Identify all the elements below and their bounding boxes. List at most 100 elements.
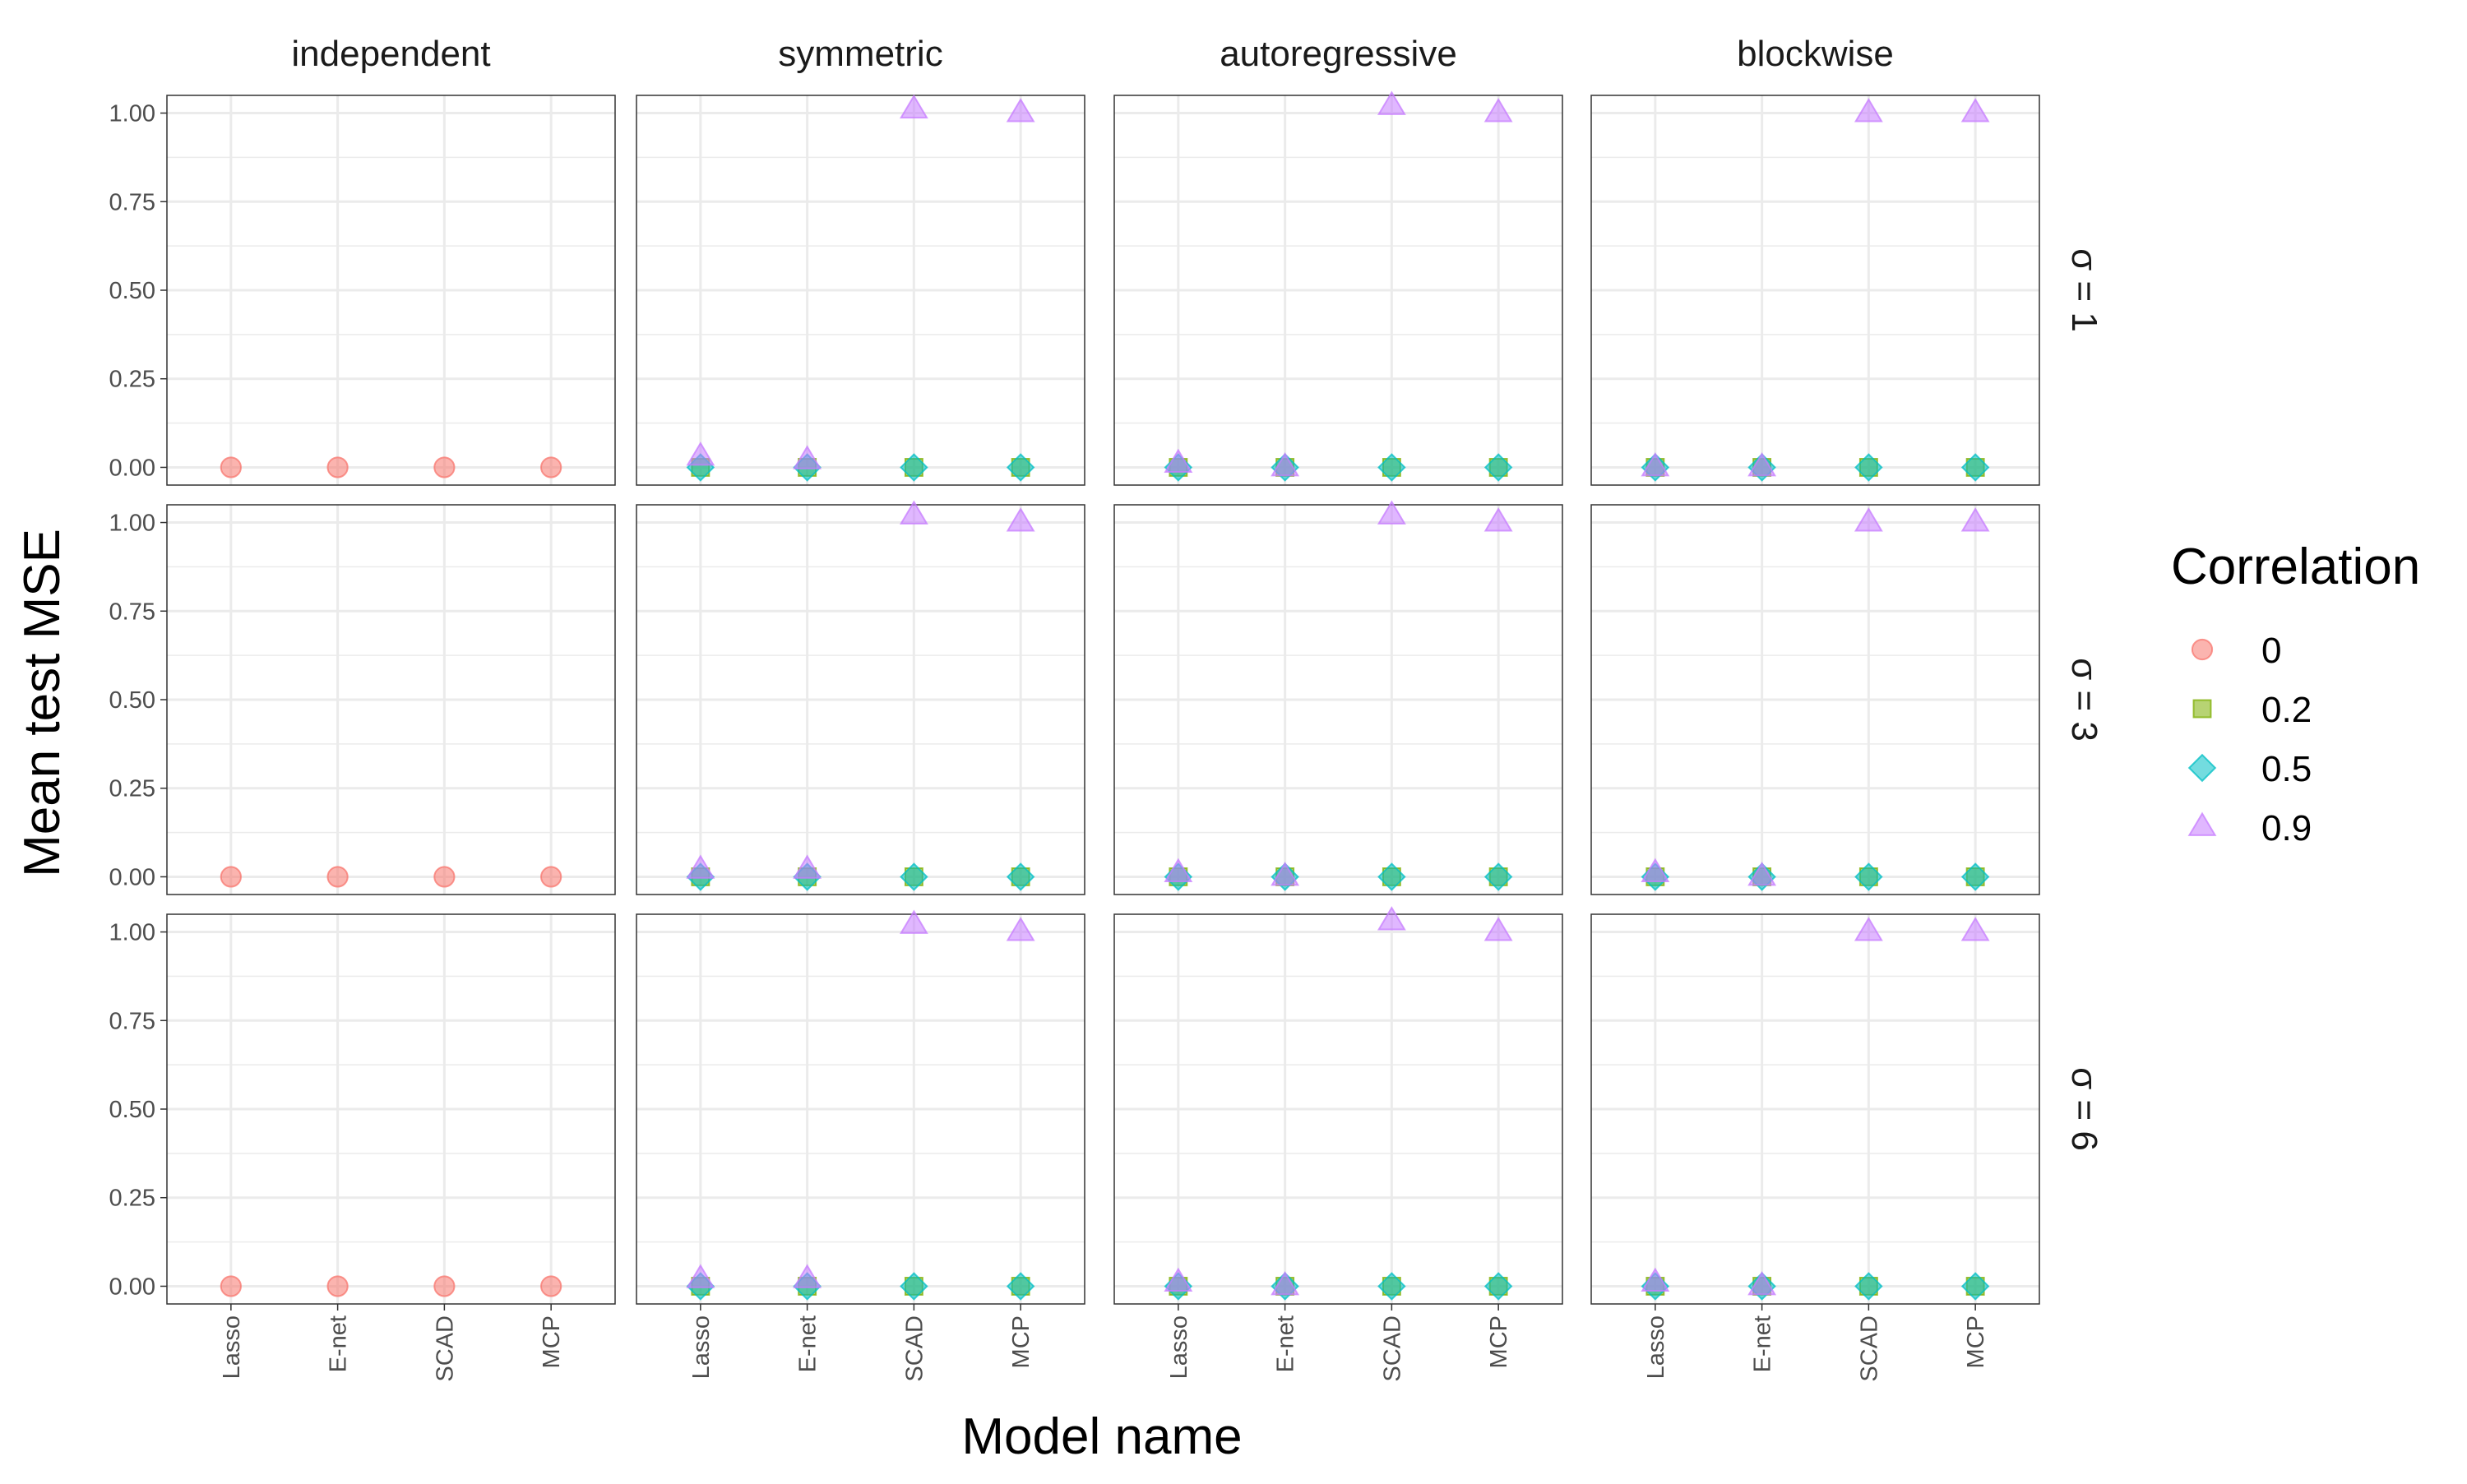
panel-border xyxy=(1590,913,2040,1305)
data-point xyxy=(1854,1272,1883,1301)
facet-panel xyxy=(1590,95,2040,486)
y-tick-label: 0.25 xyxy=(109,367,155,393)
y-tick-label: 0.75 xyxy=(109,189,155,215)
data-point xyxy=(686,1264,715,1288)
data-point xyxy=(900,862,928,891)
data-point xyxy=(220,456,242,478)
data-point xyxy=(686,854,715,879)
data-point xyxy=(1854,453,1883,482)
data-point xyxy=(1854,862,1883,891)
data-point xyxy=(540,866,562,888)
panel-border xyxy=(636,95,1085,486)
data-point xyxy=(1271,861,1300,886)
data-point xyxy=(1641,1267,1670,1292)
y-tick-label: 1.00 xyxy=(109,101,155,127)
y-tick-label: 0.00 xyxy=(109,864,155,890)
data-point xyxy=(793,854,822,879)
data-point xyxy=(1377,90,1406,115)
facet-panel xyxy=(166,913,616,1305)
panel-border xyxy=(1113,504,1563,895)
data-point xyxy=(900,1272,928,1301)
x-tick-label: E-net xyxy=(1750,1315,1776,1372)
facet-column-label: blockwise xyxy=(1737,34,1894,74)
x-tick-label: E-net xyxy=(795,1315,822,1372)
facet-panel xyxy=(166,95,616,486)
y-tick-label: 1.00 xyxy=(109,511,155,537)
y-tick-label: 0.00 xyxy=(109,455,155,481)
y-tick-label: 1.00 xyxy=(109,920,155,946)
data-point xyxy=(1747,861,1777,886)
facet-row-label: σ = 3 xyxy=(2064,658,2104,742)
data-point xyxy=(540,1275,562,1297)
data-point xyxy=(1960,98,1990,123)
data-point xyxy=(1483,507,1513,532)
data-point xyxy=(1854,917,1883,941)
data-point xyxy=(1164,1267,1193,1292)
data-point xyxy=(433,1275,456,1297)
data-point xyxy=(899,909,928,934)
y-tick-label: 0.00 xyxy=(109,1274,155,1300)
data-point xyxy=(1006,98,1035,123)
legend-key xyxy=(2187,753,2217,783)
data-point xyxy=(540,456,562,478)
panel-border xyxy=(636,913,1085,1305)
data-point xyxy=(433,456,456,478)
facet-row-label: σ = 6 xyxy=(2064,1067,2104,1151)
y-tick-label: 0.50 xyxy=(109,1097,155,1123)
facet-panel xyxy=(636,504,1085,895)
data-point xyxy=(1483,98,1513,123)
facet-panel xyxy=(166,504,616,895)
facet-column-label: autoregressive xyxy=(1220,34,1457,74)
data-point xyxy=(1377,1272,1406,1301)
data-point xyxy=(1271,1270,1300,1296)
y-tick-label: 0.25 xyxy=(109,1186,155,1212)
data-point xyxy=(1377,906,1406,931)
panel-border xyxy=(1590,95,2040,486)
facet-column-label: independent xyxy=(291,34,490,74)
x-tick-label: SCAD xyxy=(901,1315,928,1382)
y-tick-label: 0.75 xyxy=(109,599,155,625)
facet-panel xyxy=(1113,913,1563,1305)
data-point xyxy=(220,866,242,888)
legend: 0 0.2 0.5 0.9 xyxy=(2187,631,2312,848)
x-tick-label: Lasso xyxy=(688,1315,715,1379)
data-point xyxy=(1164,448,1193,474)
data-point xyxy=(1006,507,1035,532)
panel-border xyxy=(1113,913,1563,1305)
data-point xyxy=(1641,858,1670,883)
panel-border xyxy=(1113,95,1563,486)
data-point xyxy=(1377,862,1406,891)
legend-label: 0.9 xyxy=(2261,808,2312,848)
y-tick-label: 0.25 xyxy=(109,776,155,802)
panel-border xyxy=(636,504,1085,895)
data-point xyxy=(1006,862,1035,891)
x-tick-label: SCAD xyxy=(432,1315,458,1382)
data-point xyxy=(1854,98,1883,123)
x-tick-label: E-net xyxy=(326,1315,352,1372)
data-point xyxy=(1006,1272,1035,1301)
data-point xyxy=(1641,451,1670,477)
legend-key xyxy=(2187,811,2217,836)
data-point xyxy=(1960,507,1990,532)
data-point xyxy=(1377,500,1406,525)
data-point xyxy=(1747,451,1777,477)
y-axis-title: Mean test MSE xyxy=(14,529,71,877)
y-tick-label: 0.50 xyxy=(109,687,155,714)
x-tick-label: MCP xyxy=(1008,1315,1034,1368)
data-point xyxy=(326,866,349,888)
x-tick-label: MCP xyxy=(539,1315,565,1368)
legend-title: Correlation xyxy=(2171,539,2420,595)
x-tick-label: MCP xyxy=(1963,1315,1989,1368)
facet-panel xyxy=(1590,504,2040,895)
legend-key xyxy=(2192,699,2212,719)
x-tick-label: Lasso xyxy=(1166,1315,1192,1379)
facet-row-label: σ = 1 xyxy=(2064,248,2104,332)
data-point xyxy=(326,456,349,478)
y-tick-label: 0.75 xyxy=(109,1008,155,1034)
x-axis-title: Model name xyxy=(961,1408,1242,1465)
data-point xyxy=(899,94,928,119)
facet-panel xyxy=(1590,913,2040,1305)
legend-entry: 0.5 xyxy=(2187,749,2312,789)
